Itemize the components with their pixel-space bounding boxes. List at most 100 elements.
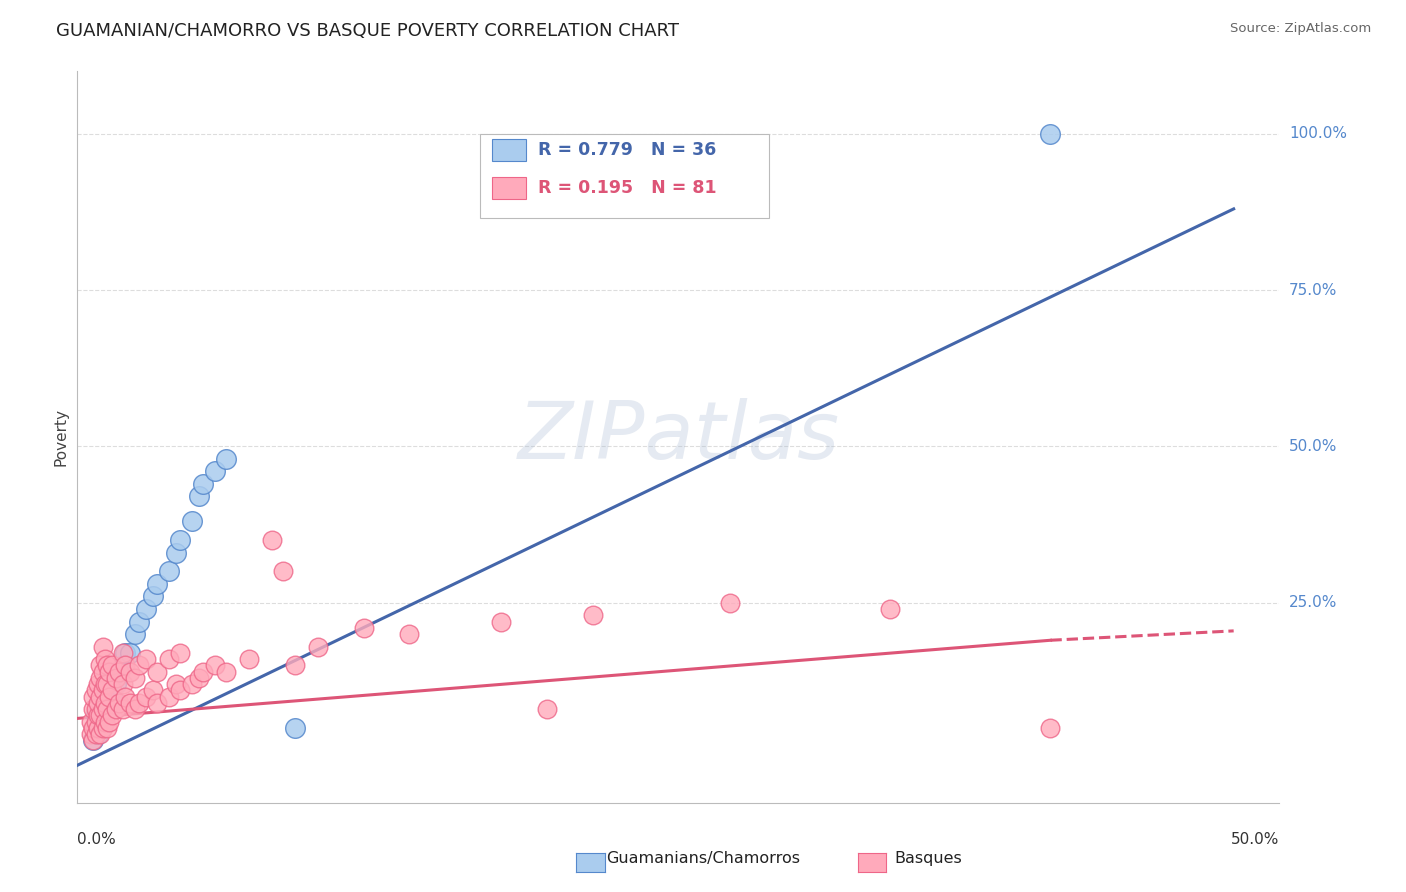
Point bbox=[142, 683, 165, 698]
Point bbox=[128, 615, 150, 629]
Point bbox=[180, 677, 202, 691]
Point bbox=[94, 696, 117, 710]
Point bbox=[96, 702, 118, 716]
Point bbox=[114, 646, 136, 660]
Text: GUAMANIAN/CHAMORRO VS BASQUE POVERTY CORRELATION CHART: GUAMANIAN/CHAMORRO VS BASQUE POVERTY COR… bbox=[56, 22, 679, 40]
Point bbox=[105, 702, 128, 716]
Point bbox=[84, 702, 107, 716]
Text: 25.0%: 25.0% bbox=[1289, 595, 1337, 610]
Point bbox=[187, 671, 209, 685]
FancyBboxPatch shape bbox=[479, 134, 769, 218]
Point bbox=[135, 602, 157, 616]
Point bbox=[146, 577, 169, 591]
Point bbox=[91, 683, 114, 698]
Point bbox=[112, 677, 135, 691]
Point bbox=[169, 533, 191, 548]
Point bbox=[84, 708, 107, 723]
Point bbox=[84, 721, 107, 735]
Text: ZIPatlas: ZIPatlas bbox=[517, 398, 839, 476]
Point bbox=[84, 714, 107, 729]
Point bbox=[238, 652, 260, 666]
Point bbox=[165, 546, 187, 560]
Point bbox=[89, 702, 111, 716]
Point bbox=[94, 677, 117, 691]
Point bbox=[124, 627, 146, 641]
Point bbox=[204, 465, 226, 479]
Point bbox=[105, 671, 128, 685]
Point bbox=[87, 677, 110, 691]
Point bbox=[273, 565, 295, 579]
Point bbox=[180, 515, 202, 529]
Text: Basques: Basques bbox=[894, 851, 962, 865]
Point bbox=[879, 602, 901, 616]
Point bbox=[353, 621, 375, 635]
Point bbox=[1039, 127, 1062, 141]
Text: 50.0%: 50.0% bbox=[1232, 832, 1279, 847]
Point bbox=[91, 714, 114, 729]
Point bbox=[187, 490, 209, 504]
Point bbox=[107, 696, 129, 710]
Point bbox=[157, 690, 180, 704]
Point bbox=[82, 733, 104, 747]
Point bbox=[112, 646, 135, 660]
Point bbox=[146, 665, 169, 679]
Point bbox=[87, 727, 110, 741]
Point bbox=[284, 721, 307, 735]
Point bbox=[284, 658, 307, 673]
Point bbox=[536, 702, 558, 716]
Point bbox=[96, 658, 118, 673]
Point bbox=[96, 702, 118, 716]
Point bbox=[87, 721, 110, 735]
Point bbox=[80, 727, 103, 741]
Point bbox=[146, 696, 169, 710]
Point bbox=[94, 714, 117, 729]
Point bbox=[135, 690, 157, 704]
Point bbox=[100, 683, 122, 698]
Point bbox=[215, 452, 238, 467]
Point bbox=[1039, 721, 1062, 735]
Point bbox=[82, 733, 104, 747]
Point bbox=[118, 646, 141, 660]
Point bbox=[87, 714, 110, 729]
Point bbox=[91, 640, 114, 654]
Point bbox=[80, 714, 103, 729]
Point bbox=[91, 696, 114, 710]
Point bbox=[165, 677, 187, 691]
Point bbox=[718, 596, 741, 610]
Point bbox=[84, 727, 107, 741]
FancyBboxPatch shape bbox=[492, 178, 526, 199]
Point bbox=[118, 665, 141, 679]
Text: 100.0%: 100.0% bbox=[1289, 127, 1347, 141]
Point bbox=[489, 615, 512, 629]
Point bbox=[307, 640, 329, 654]
Point bbox=[94, 708, 117, 723]
Point bbox=[260, 533, 283, 548]
Text: 50.0%: 50.0% bbox=[1289, 439, 1337, 454]
Point bbox=[82, 702, 104, 716]
Point bbox=[91, 721, 114, 735]
Text: 0.0%: 0.0% bbox=[77, 832, 117, 847]
Point bbox=[157, 652, 180, 666]
Point bbox=[114, 658, 136, 673]
FancyBboxPatch shape bbox=[492, 139, 526, 161]
Point bbox=[100, 690, 122, 704]
Point bbox=[94, 652, 117, 666]
Point bbox=[193, 665, 215, 679]
Point bbox=[124, 702, 146, 716]
Point bbox=[107, 665, 129, 679]
Point bbox=[82, 721, 104, 735]
Point bbox=[157, 565, 180, 579]
Point bbox=[89, 721, 111, 735]
Point bbox=[112, 658, 135, 673]
Point bbox=[135, 652, 157, 666]
Point bbox=[581, 608, 603, 623]
Point bbox=[89, 671, 111, 685]
Text: Source: ZipAtlas.com: Source: ZipAtlas.com bbox=[1230, 22, 1371, 36]
Point bbox=[98, 690, 121, 704]
Point bbox=[114, 690, 136, 704]
Text: 75.0%: 75.0% bbox=[1289, 283, 1337, 298]
Point bbox=[96, 677, 118, 691]
Point bbox=[82, 690, 104, 704]
Point bbox=[142, 590, 165, 604]
Y-axis label: Poverty: Poverty bbox=[53, 408, 69, 467]
